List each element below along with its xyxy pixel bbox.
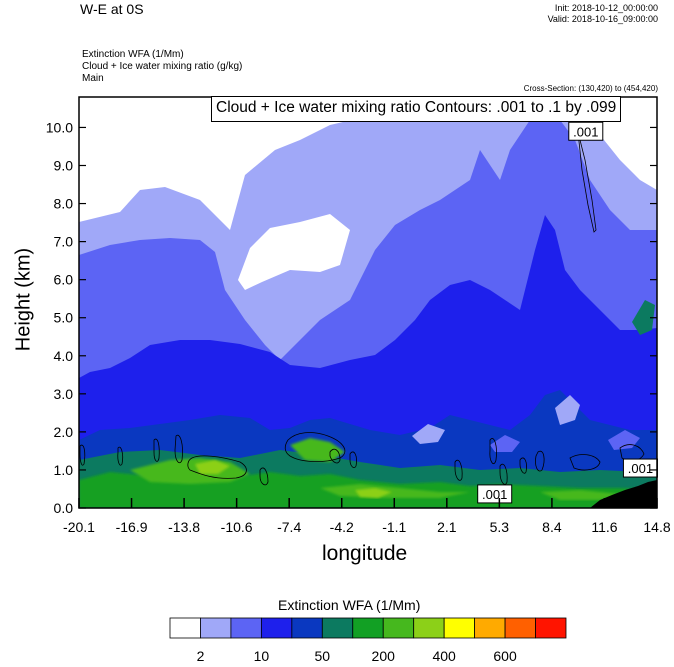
contour-label-boxes: .001 .001 .001	[477, 121, 658, 504]
x-tick-label: 14.8	[643, 519, 670, 535]
x-tick-label: -10.6	[221, 519, 253, 535]
colorbar-label: 2	[197, 648, 205, 664]
y-tick-label: 4.0	[54, 348, 74, 364]
x-tick-label: -1.1	[382, 519, 406, 535]
y-tick-label: 6.0	[54, 272, 74, 288]
colorbar-swatch	[474, 617, 506, 639]
x-tick-label: -16.9	[116, 519, 148, 535]
field-description-main: Main	[82, 73, 104, 84]
y-tick-label: 2.0	[54, 424, 74, 440]
colorbar-swatch	[321, 617, 354, 639]
colorbar-swatch	[443, 617, 476, 639]
colorbar-label: 600	[493, 648, 517, 664]
y-axis: 0.0 1.0 2.0 3.0 4.0 5.0 6.0 7.0 8.0 9.0 10.0	[46, 119, 657, 516]
x-axis-label: longitude	[322, 542, 408, 565]
extinction-field	[79, 97, 657, 508]
contour-value-label: .001	[477, 484, 513, 504]
colorbar-label: 50	[315, 648, 331, 664]
contour-value-text: .001	[573, 124, 598, 139]
y-tick-label: 7.0	[54, 234, 74, 250]
field-description-mixing-ratio: Cloud + Ice water mixing ratio (g/kg)	[82, 61, 243, 72]
x-tick-label: -4.2	[330, 519, 354, 535]
colorbar-label: 400	[432, 648, 456, 664]
x-axis: -20.1 -16.9 -13.8 -10.6 -7.4 -4.2 -1.1 2.1 5.3 8.…	[63, 498, 671, 535]
colorbar-swatch	[535, 617, 567, 639]
x-tick-label: 8.4	[542, 519, 562, 535]
contour-value-text: .001	[628, 461, 653, 476]
y-tick-label: 9.0	[54, 158, 74, 174]
colorbar-swatch	[200, 617, 232, 639]
colorbar-label: 200	[372, 648, 396, 664]
colorbar-title: Extinction WFA (1/Mm)	[278, 597, 421, 613]
y-tick-label: 8.0	[54, 196, 74, 212]
valid-time: Valid: 2018-10-16_09:00:00	[547, 14, 658, 24]
field-description-extinction: Extinction WFA (1/Mm)	[82, 49, 184, 60]
y-axis-label: Height (km)	[12, 247, 35, 352]
colorbar-swatch	[260, 617, 293, 639]
colorbar-swatch	[352, 617, 384, 639]
colorbar-swatch	[504, 617, 536, 639]
colorbar: 2 10 50 200 400 600	[169, 617, 567, 664]
contour-value-text: .001	[482, 487, 507, 502]
y-tick-label: 1.0	[54, 462, 74, 478]
colorbar-label: 10	[254, 648, 270, 664]
plot-title: W-E at 0S	[80, 1, 144, 17]
colorbar-swatch	[291, 617, 323, 639]
y-tick-label: 10.0	[46, 119, 73, 135]
y-tick-label: 5.0	[54, 310, 74, 326]
init-time: Init: 2018-10-12_00:00:00	[554, 3, 658, 13]
colorbar-swatch	[382, 617, 415, 639]
x-tick-label: 5.3	[490, 519, 510, 535]
x-tick-label: 11.6	[591, 519, 617, 535]
colorbar-swatch	[413, 617, 445, 639]
x-tick-label: -20.1	[63, 519, 95, 535]
colorbar-swatch	[230, 617, 262, 639]
cross-section-label: Cross-Section: (130,420) to (454,420)	[523, 84, 658, 93]
contour-value-label: .001	[568, 121, 604, 141]
x-tick-label: 2.1	[437, 519, 457, 535]
contour-info-label: Cloud + Ice water mixing ratio Contours:…	[211, 96, 622, 122]
y-tick-label: 0.0	[54, 500, 74, 516]
x-tick-label: -7.4	[277, 519, 301, 535]
colorbar-swatch	[169, 617, 201, 639]
x-tick-label: -13.8	[168, 519, 200, 535]
y-tick-label: 3.0	[54, 386, 74, 402]
contour-value-label: .001	[622, 458, 658, 478]
